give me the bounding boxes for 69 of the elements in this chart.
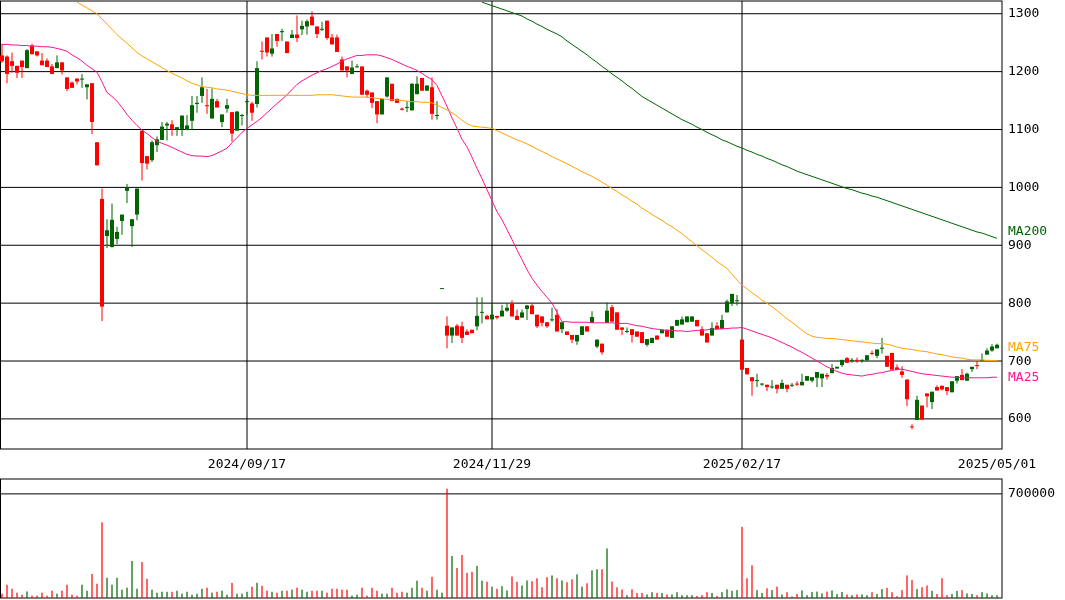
candlestick	[355, 63, 359, 69]
candlestick	[275, 33, 279, 48]
candlestick	[80, 73, 84, 89]
series-label: MA25	[1008, 368, 1040, 384]
y-tick-label: 700000	[1008, 485, 1055, 501]
y-tick-label: 1000	[1008, 178, 1040, 194]
candlestick	[480, 296, 484, 324]
candlestick	[445, 315, 449, 349]
candlestick	[270, 33, 274, 58]
y-tick-label: 1100	[1008, 121, 1040, 136]
candlestick	[790, 382, 794, 388]
candlestick	[880, 337, 884, 354]
candlestick	[190, 95, 194, 131]
candlestick	[305, 19, 309, 36]
candlestick	[525, 304, 529, 321]
candlestick	[625, 326, 629, 334]
candlestick	[710, 321, 714, 337]
candlestick	[170, 119, 174, 137]
candlestick	[225, 98, 229, 114]
candlestick	[385, 76, 389, 99]
y-tick-label: 900	[1008, 236, 1032, 252]
line-series	[1, 43, 998, 379]
candlestick	[475, 296, 479, 331]
candlestick	[855, 357, 859, 364]
candlestick	[55, 54, 59, 69]
candlestick	[915, 395, 919, 421]
candlestick	[900, 365, 904, 379]
candlestick	[230, 111, 234, 143]
y-tick-label: 700	[1008, 352, 1032, 368]
candlestick	[770, 379, 774, 390]
candlestick	[910, 423, 914, 430]
candlestick	[550, 307, 554, 323]
candlestick	[320, 21, 324, 32]
candlestick	[870, 350, 874, 356]
x-tick-label: 2024/09/17	[207, 456, 287, 471]
x-tick-label: 2024/11/29	[452, 456, 532, 471]
candlestick	[250, 101, 254, 122]
candlestick	[860, 358, 864, 364]
candlestick	[505, 302, 509, 313]
y-tick-label: 1300	[1008, 5, 1040, 21]
candlestick	[975, 360, 979, 370]
candlestick	[515, 309, 519, 321]
line-series	[76, 1, 998, 361]
x-tick-label: 2025/05/01	[957, 456, 1037, 471]
candlestick	[795, 380, 799, 387]
candlestick	[350, 60, 354, 75]
candlestick	[205, 88, 209, 115]
candlestick	[555, 308, 559, 332]
candlestick	[130, 218, 134, 248]
candlestick	[755, 373, 759, 388]
line-series	[481, 1, 998, 239]
y-tick-label: 600	[1008, 410, 1032, 426]
candlestick	[750, 376, 754, 397]
series-label: MA200	[1008, 222, 1048, 238]
candlestick	[125, 183, 129, 204]
candlestick	[925, 392, 929, 408]
x-tick-label: 2025/02/17	[702, 456, 782, 471]
candlestick	[85, 83, 89, 100]
series-label: MA75	[1008, 338, 1040, 354]
candlestick	[435, 100, 439, 121]
candlestick	[850, 357, 854, 364]
y-tick-label: 800	[1008, 294, 1032, 310]
candlestick	[825, 372, 829, 381]
y-tick-label: 1200	[1008, 63, 1040, 79]
candlestick	[245, 98, 249, 115]
candlestick	[210, 87, 214, 119]
candlestick	[905, 379, 909, 407]
candlestick	[985, 347, 989, 356]
candlestick	[200, 76, 204, 104]
